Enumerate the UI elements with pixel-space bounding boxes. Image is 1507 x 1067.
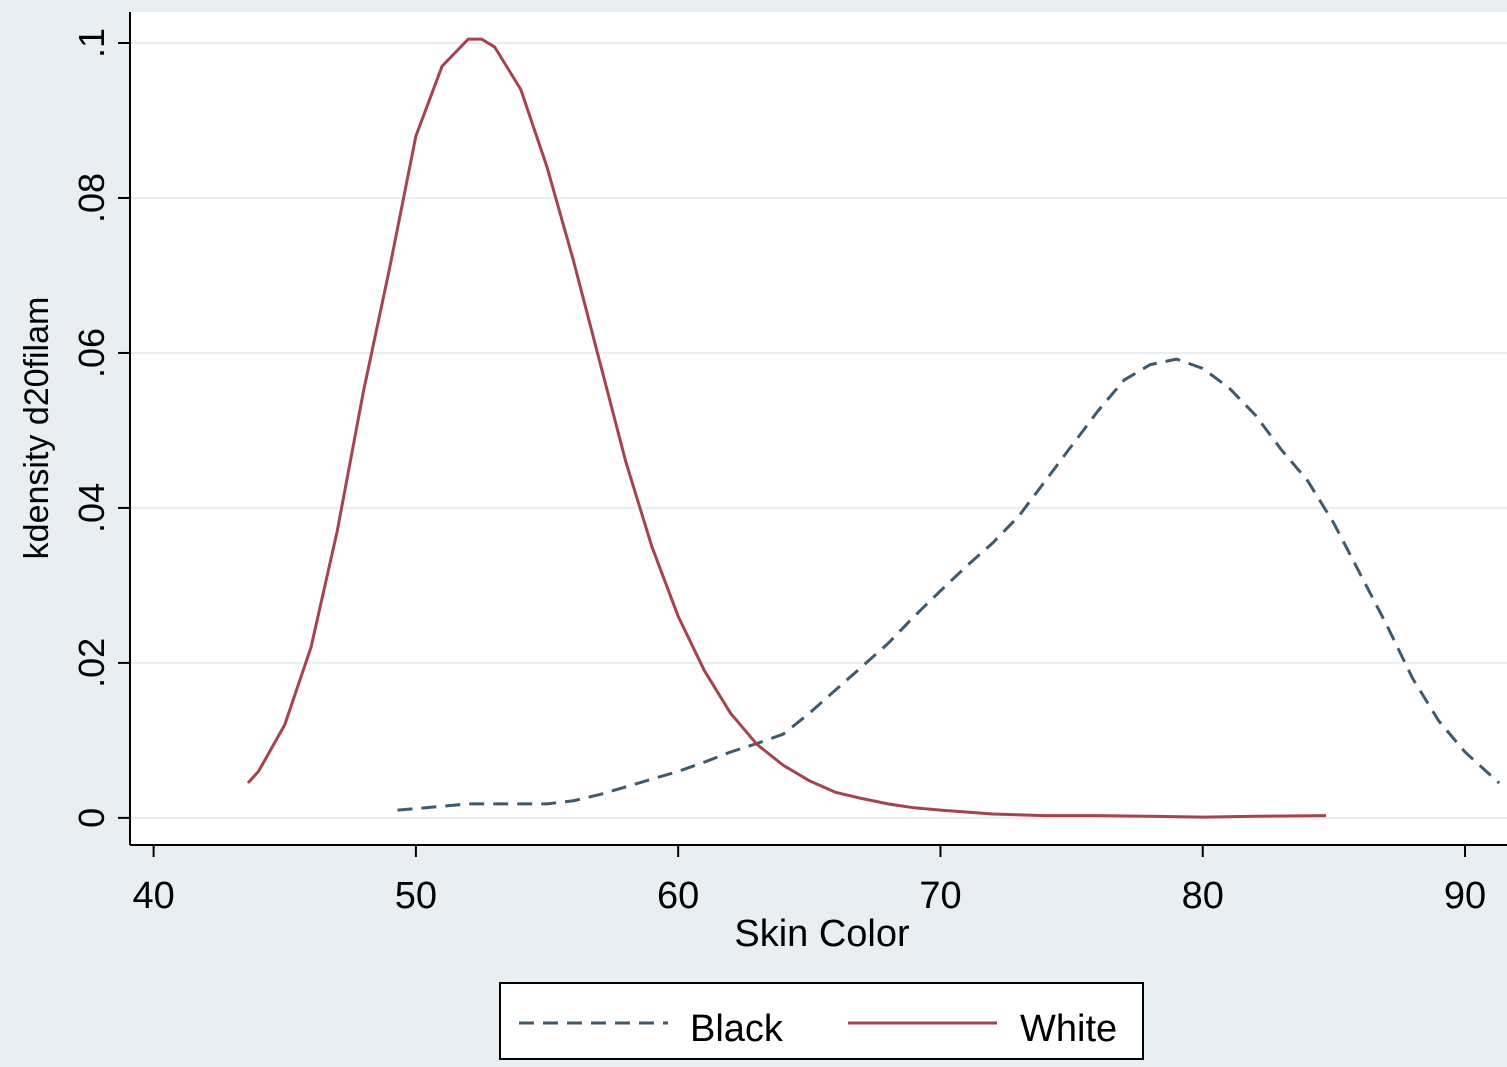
- y-tick-label: .02: [71, 638, 112, 688]
- legend-label-black: Black: [690, 1008, 784, 1050]
- y-tick-label: .1: [71, 28, 112, 58]
- x-tick-label: 80: [1182, 875, 1224, 917]
- plot-area: [130, 12, 1507, 845]
- series-line-white: [246, 37, 1327, 819]
- x-tick-label: 40: [132, 875, 174, 917]
- legend-box: [499, 982, 1144, 1060]
- axes: [118, 12, 1507, 857]
- x-tick-label: 70: [919, 875, 961, 917]
- x-axis-title: Skin Color: [734, 913, 910, 955]
- series-line-black: [397, 357, 1501, 812]
- y-tick-label: 0: [71, 808, 112, 828]
- legend-label-white: White: [1020, 1008, 1117, 1050]
- x-tick-label: 50: [395, 875, 437, 917]
- series-layer: [246, 37, 1501, 819]
- y-tick-label: .04: [71, 483, 112, 533]
- grid-lines: [130, 41, 1507, 819]
- x-tick-label: 90: [1444, 875, 1486, 917]
- x-tick-label: 60: [657, 875, 699, 917]
- y-tick-label: .06: [71, 328, 112, 378]
- legend: Black White: [499, 982, 1144, 1060]
- tick-labels: 0 .02 .04 .06 .08 .1 40 50 60 70 80 90: [71, 28, 1486, 917]
- y-tick-label: .08: [71, 173, 112, 223]
- y-axis-title: kdensity d20filam: [18, 297, 56, 560]
